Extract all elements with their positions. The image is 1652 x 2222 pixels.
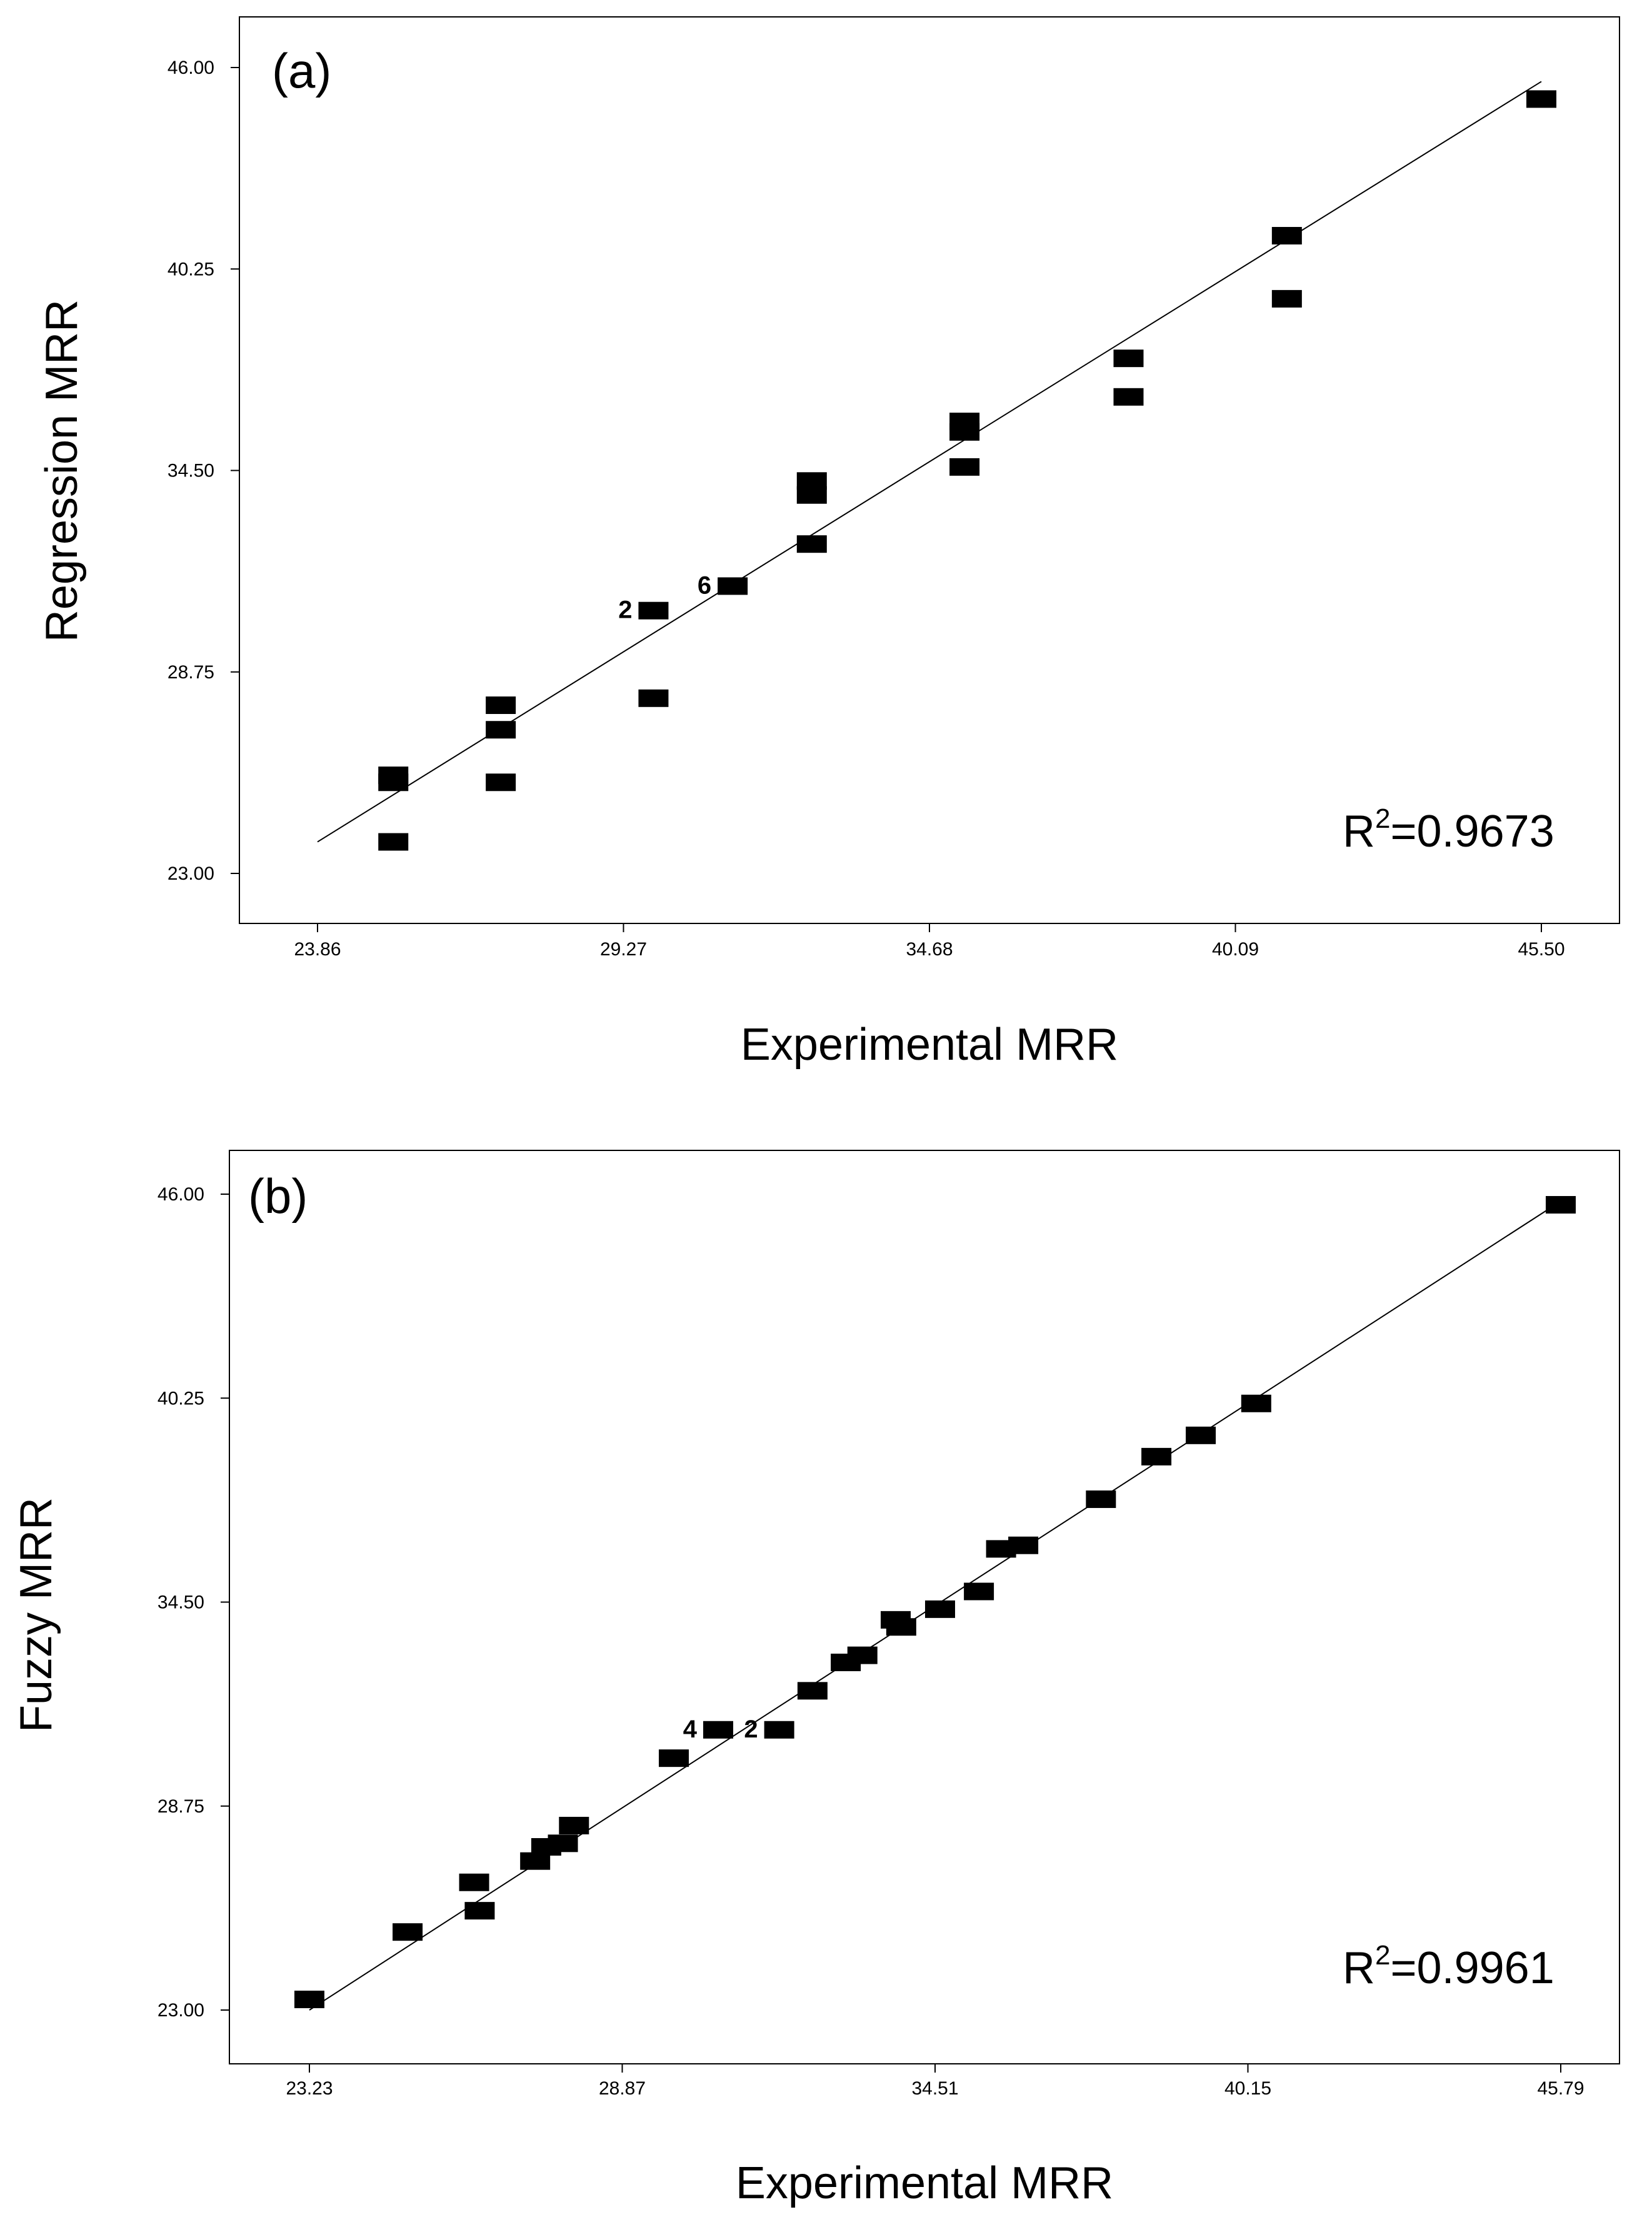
data-point xyxy=(1526,90,1556,108)
data-point xyxy=(1186,1426,1216,1444)
data-point xyxy=(559,1816,589,1834)
data-point xyxy=(797,1682,828,1700)
data-point xyxy=(486,721,516,739)
y-tick-label: 23.00 xyxy=(168,863,214,884)
data-point xyxy=(1271,227,1302,245)
data-point xyxy=(964,1582,994,1601)
data-point xyxy=(703,1721,734,1739)
y-tick-label: 34.50 xyxy=(158,1592,204,1613)
data-point xyxy=(659,1749,689,1767)
y-tick-label: 28.75 xyxy=(168,662,214,683)
data-point xyxy=(949,413,980,431)
plot-frame xyxy=(239,16,1620,924)
point-count-label: 2 xyxy=(618,596,632,624)
x-tick-label: 29.27 xyxy=(600,939,647,960)
data-point xyxy=(924,1600,955,1618)
data-point xyxy=(638,601,669,620)
x-tick-label: 34.68 xyxy=(906,939,953,960)
x-axis-label: Experimental MRR xyxy=(736,2158,1113,2208)
data-point xyxy=(459,1873,489,1891)
x-tick-label: 45.50 xyxy=(1518,939,1564,960)
x-tick-label: 28.87 xyxy=(599,2078,646,2099)
x-tick-label: 40.15 xyxy=(1224,2078,1271,2099)
y-tick-label: 34.50 xyxy=(168,461,214,481)
plot-frame xyxy=(229,1150,1620,2064)
y-tick-label: 40.25 xyxy=(158,1388,204,1409)
data-point xyxy=(764,1721,794,1739)
data-point xyxy=(1546,1196,1576,1214)
data-point xyxy=(1086,1490,1116,1508)
y-tick-label: 40.25 xyxy=(168,259,214,279)
r-squared-label: R2=0.9961 xyxy=(1343,1940,1554,1993)
x-tick-label: 45.79 xyxy=(1537,2078,1584,2099)
y-tick-label: 28.75 xyxy=(158,1796,204,1817)
data-point xyxy=(831,1653,861,1671)
y-tick-label: 46.00 xyxy=(158,1184,204,1205)
data-point xyxy=(294,1990,324,2008)
x-tick-label: 40.09 xyxy=(1212,939,1259,960)
y-tick-label: 46.00 xyxy=(168,58,214,78)
x-axis-label: Experimental MRR xyxy=(741,1020,1118,1070)
data-point xyxy=(378,773,409,792)
data-point xyxy=(393,1923,423,1941)
data-point xyxy=(886,1618,916,1636)
r-squared-label: R2=0.9673 xyxy=(1343,803,1554,857)
point-count-label: 6 xyxy=(698,571,711,599)
y-tick-label: 23.00 xyxy=(158,2000,204,2021)
data-point xyxy=(1113,388,1144,406)
x-tick-label: 23.23 xyxy=(286,2078,333,2099)
point-count-label: 2 xyxy=(744,1716,758,1743)
data-point xyxy=(378,833,409,851)
data-point xyxy=(718,577,748,595)
x-tick-label: 23.86 xyxy=(294,939,341,960)
fit-line xyxy=(317,81,1542,843)
data-point xyxy=(1113,349,1144,368)
y-axis-label: Regression MRR xyxy=(37,299,87,642)
data-point xyxy=(520,1852,551,1870)
point-count-label: 4 xyxy=(683,1716,698,1743)
data-point xyxy=(949,458,980,476)
data-point xyxy=(1271,289,1302,308)
panel-label: (a) xyxy=(272,43,331,98)
data-point xyxy=(638,689,669,707)
x-tick-label: 34.51 xyxy=(911,2078,958,2099)
data-point xyxy=(464,1902,495,1920)
chart-panel-b: 23.23 28.87 34.51 40.15 45.79 23.00 28.75 34.50… xyxy=(11,1150,1620,2208)
data-point xyxy=(986,1540,1016,1558)
data-point xyxy=(1241,1394,1271,1412)
data-point xyxy=(486,773,516,792)
panel-label: (b) xyxy=(248,1169,308,1224)
data-point xyxy=(796,535,827,553)
data-point xyxy=(1141,1447,1172,1465)
chart-panel-a: 23.86 29.27 34.68 40.09 45.50 23.00 28.75 34.50… xyxy=(37,16,1620,1070)
data-point xyxy=(796,486,827,504)
data-point xyxy=(486,696,516,714)
y-axis-label: Fuzzy MRR xyxy=(11,1497,61,1732)
